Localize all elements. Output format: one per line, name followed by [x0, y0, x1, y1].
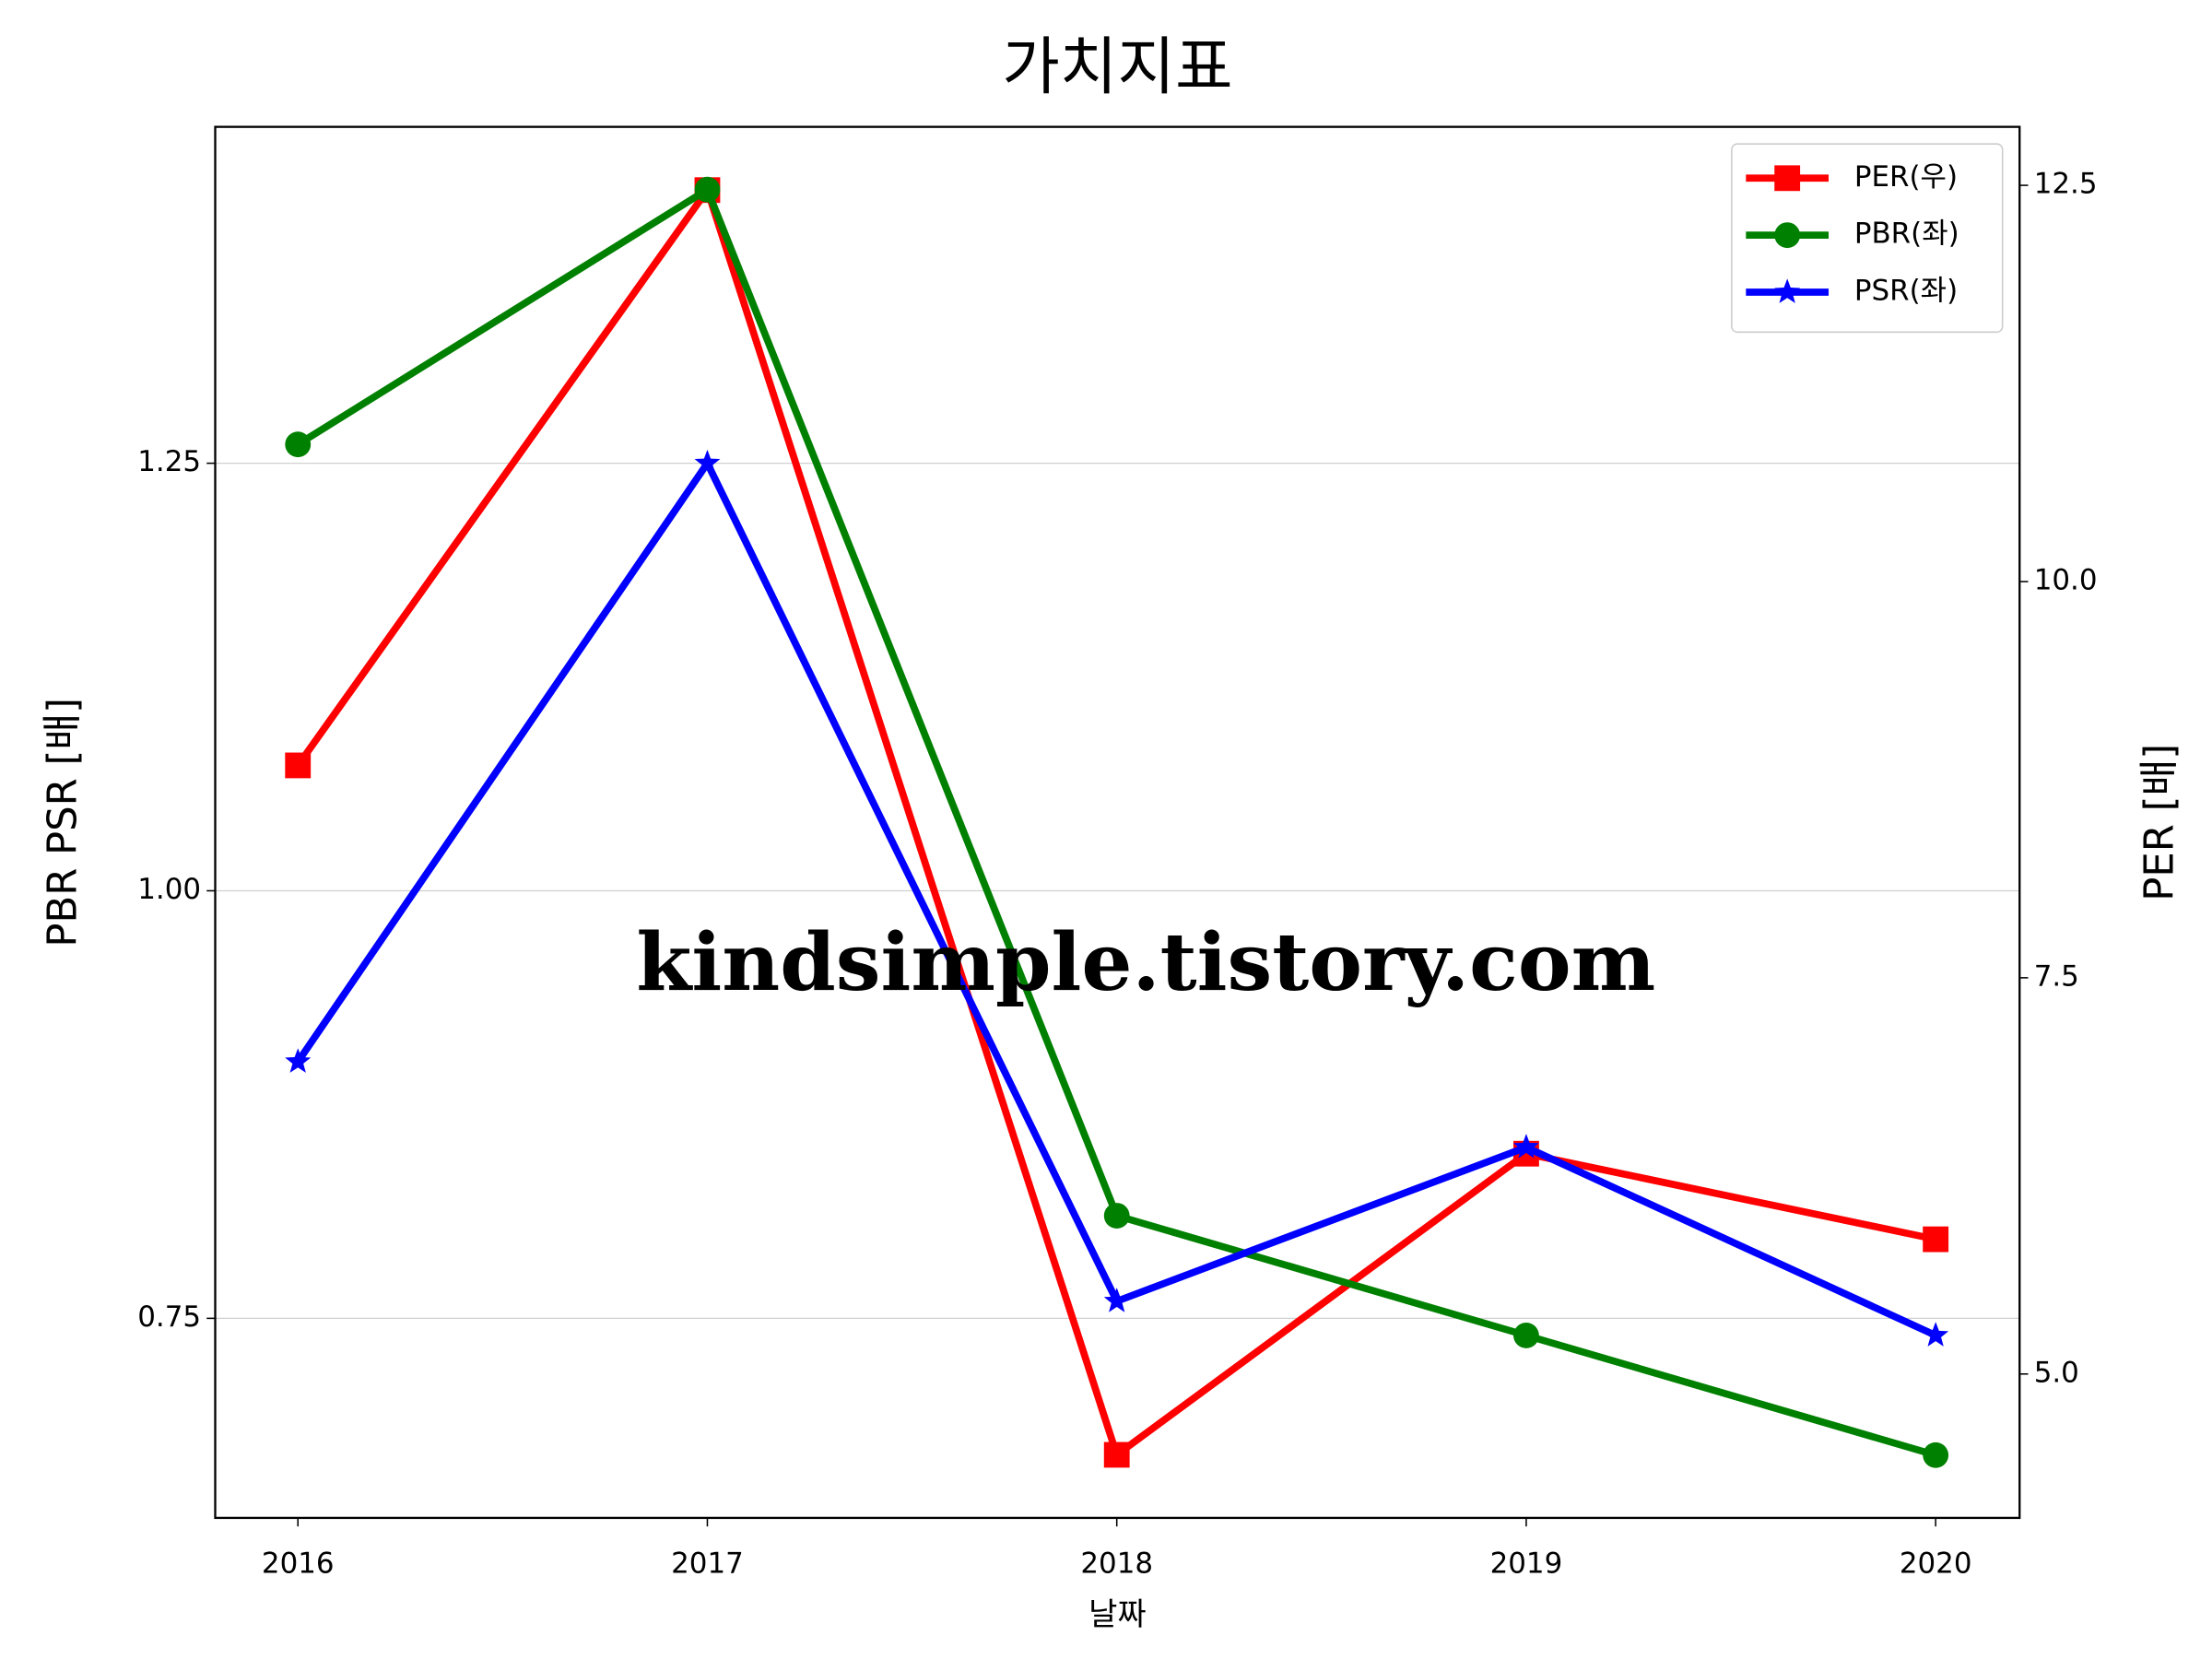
y2-tick-label: 7.5 [2034, 959, 2079, 993]
y-tick-label: 1.25 [137, 445, 201, 478]
y2-axis-label: PER [배] [2136, 744, 2183, 901]
y-tick-label: 0.75 [137, 1300, 201, 1334]
y2-tick-label: 5.0 [2034, 1356, 2079, 1389]
x-tick-label: 2020 [1900, 1547, 1972, 1580]
marker [285, 752, 312, 779]
marker [1774, 278, 1801, 303]
marker [1512, 1134, 1539, 1159]
x-tick-label: 2019 [1490, 1547, 1563, 1580]
legend: PER(우) PBR(좌) PSR(좌) [1731, 143, 2004, 334]
marker [1923, 1226, 1949, 1253]
marker [694, 449, 721, 475]
marker [694, 176, 721, 203]
legend-label: PBR(좌) [1854, 218, 1959, 251]
plot-frame [214, 125, 2021, 1520]
marker [1103, 1288, 1130, 1312]
marker [285, 1048, 312, 1073]
marker [1103, 1203, 1130, 1229]
legend-label: PER(우) [1854, 160, 1958, 194]
marker [1923, 1441, 1949, 1468]
y2-tick-label: 10.0 [2034, 563, 2098, 596]
x-tick-label: 2018 [1080, 1547, 1153, 1580]
y2-tick-label: 12.5 [2034, 168, 2098, 201]
x-axis-label: 날짜 [1088, 1596, 1147, 1633]
marker [1513, 1323, 1539, 1348]
marker [1103, 1441, 1130, 1468]
x-tick-label: 2017 [671, 1547, 744, 1580]
marker [1774, 165, 1801, 192]
chart-title: 가치지표 [1002, 31, 1232, 104]
x-tick-label: 2016 [262, 1547, 335, 1580]
marker [285, 431, 312, 458]
legend-label: PSR(좌) [1854, 275, 1958, 308]
y-tick-label: 1.00 [137, 873, 201, 906]
marker [1774, 222, 1801, 249]
y-axis-label: PBR PSR [배] [41, 698, 87, 947]
watermark: kindsimple.tistory.com [636, 916, 1655, 1009]
marker [1923, 1322, 1949, 1347]
